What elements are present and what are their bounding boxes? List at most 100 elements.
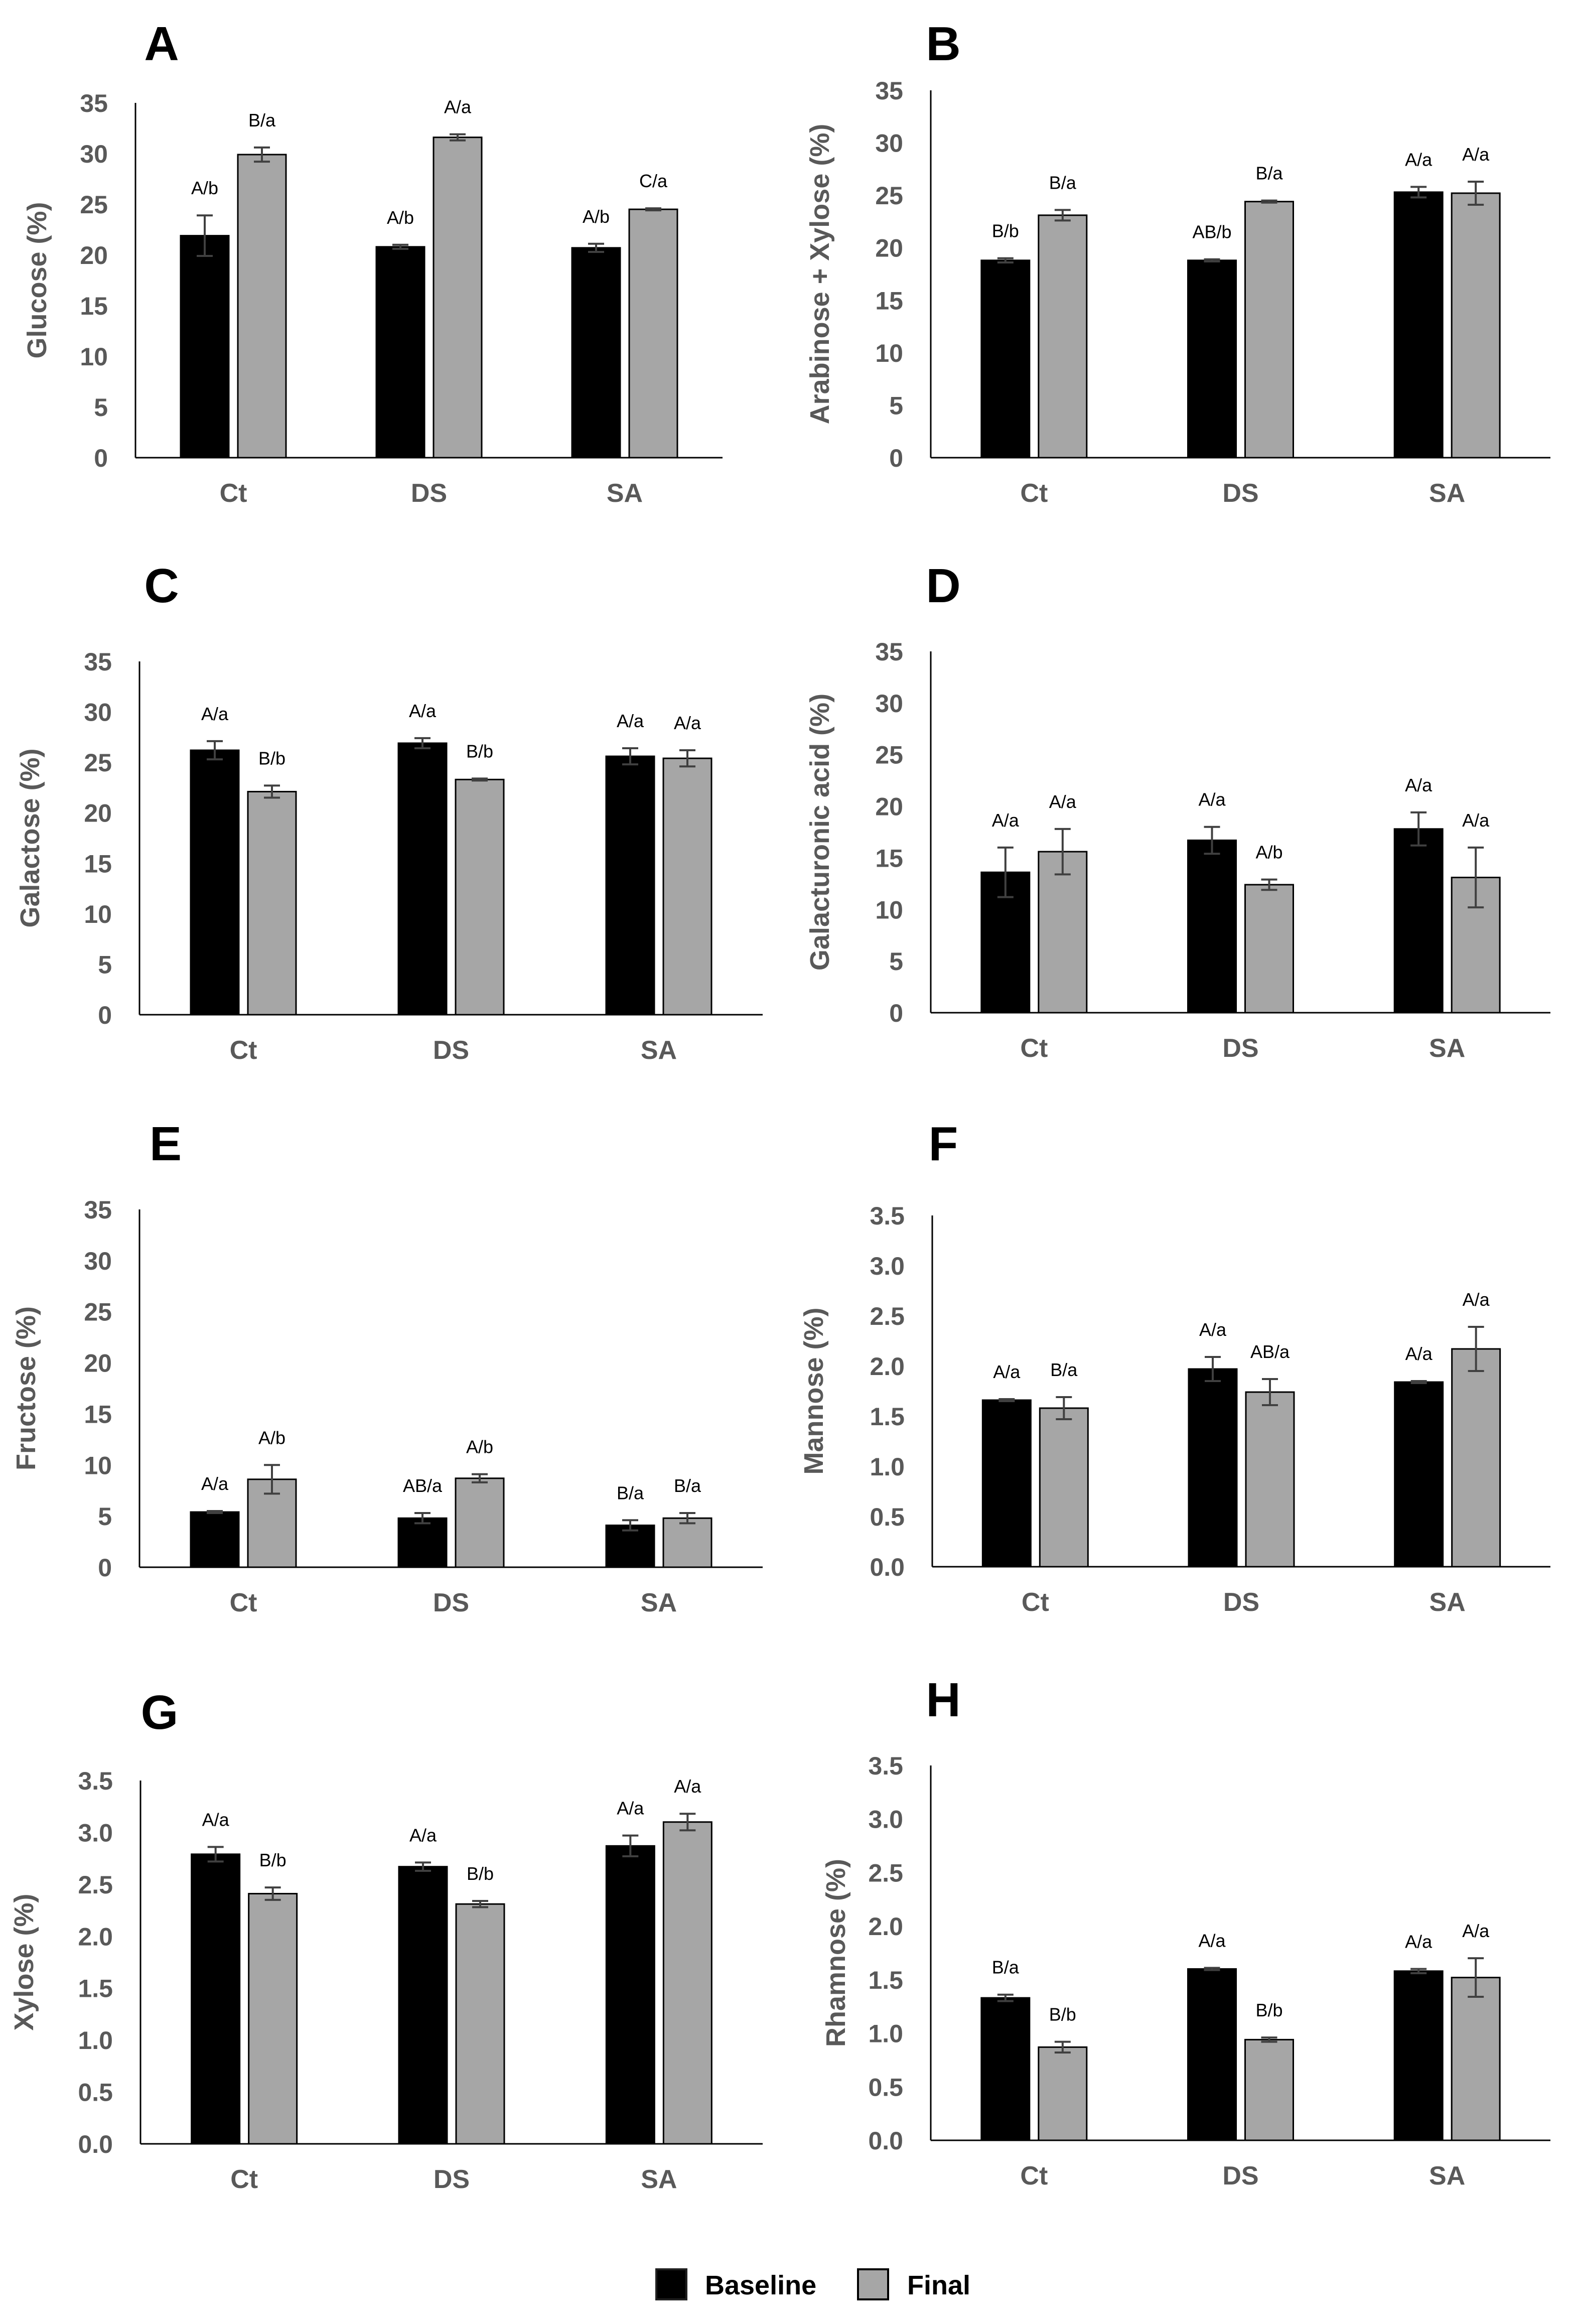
x-category-label: Ct xyxy=(1020,479,1048,508)
y-axis-title: Galactose (%) xyxy=(15,748,45,927)
significance-label: A/a xyxy=(992,810,1020,831)
y-tick-label: 0 xyxy=(94,444,108,472)
bar-final xyxy=(1451,192,1501,459)
x-category-label: SA xyxy=(1430,1588,1466,1617)
bar-baseline xyxy=(398,1866,448,2145)
significance-label: A/b xyxy=(466,1437,493,1457)
y-tick-label: 20 xyxy=(84,799,112,828)
chart-panel-h: H Rhamnose (%) 0.0 0.5 1.0 1.5 2.0 2.5 3.0 3.5 Ct B… xyxy=(821,1673,1550,2191)
x-category-label: DS xyxy=(1222,1034,1258,1063)
y-tick-label: 2.5 xyxy=(868,1859,903,1887)
y-tick-label: 5 xyxy=(889,391,903,420)
y-axis-title: Mannose (%) xyxy=(799,1307,829,1474)
bar-baseline xyxy=(980,1997,1031,2141)
bar-baseline xyxy=(981,1399,1032,1568)
chart-panel-b: B Arabinose + Xylose (%) 0 5 10 15 20 25 30 35 Ct B… xyxy=(805,17,1550,508)
bar-final xyxy=(248,1892,298,2145)
y-tick-label: 30 xyxy=(84,699,112,727)
chart-panel-e: E Fructose (%) 0 5 10 15 20 25 30 35 Ct A/a A/b DS AB/… xyxy=(11,1117,763,1617)
y-tick-label: 35 xyxy=(84,648,112,676)
significance-label: B/a xyxy=(1255,163,1283,184)
y-tick-label: 2.5 xyxy=(78,1871,113,1899)
bar-final xyxy=(1038,2046,1088,2141)
y-tick-label: 25 xyxy=(875,182,903,210)
y-tick-label: 30 xyxy=(84,1247,112,1275)
significance-label: A/a xyxy=(201,1473,229,1494)
y-tick-label: 10 xyxy=(84,1451,112,1479)
bar-baseline xyxy=(190,1511,240,1568)
x-category-label: Ct xyxy=(1020,2161,1048,2191)
chart-panel-c: C Galactose (%) 0 5 10 15 20 25 30 35 Ct A/a B/b DS A/… xyxy=(15,559,763,1065)
bar-final xyxy=(662,1517,712,1568)
y-axis-title: Glucose (%) xyxy=(22,202,52,358)
significance-label: A/a xyxy=(1198,789,1226,810)
significance-label: B/a xyxy=(1049,172,1077,193)
chart-panel-f: F Mannose (%) 0.0 0.5 1.0 1.5 2.0 2.5 3.0 3.5 Ct A/… xyxy=(799,1117,1550,1617)
y-tick-label: 5 xyxy=(889,947,903,976)
y-tick-label: 0.0 xyxy=(870,1553,905,1581)
x-category-label: SA xyxy=(1429,1034,1465,1063)
y-tick-label: 30 xyxy=(80,140,108,168)
y-tick-label: 2.5 xyxy=(870,1302,905,1330)
x-category-label: DS xyxy=(433,1588,469,1617)
significance-label: B/b xyxy=(992,221,1019,241)
x-category-label: Ct xyxy=(230,1036,257,1065)
x-category-label: SA xyxy=(641,1036,677,1065)
significance-label: A/b xyxy=(387,207,414,228)
y-axis-title: Galacturonic acid (%) xyxy=(805,694,835,971)
significance-label: A/a xyxy=(409,1825,437,1845)
bar-final xyxy=(455,1903,505,2145)
y-tick-label: 2.0 xyxy=(870,1352,905,1381)
significance-label: A/a xyxy=(1405,1343,1433,1364)
bar-baseline xyxy=(605,755,655,1016)
y-tick-label: 3.0 xyxy=(78,1819,113,1847)
y-tick-label: 35 xyxy=(84,1196,112,1224)
bar-baseline xyxy=(375,246,425,459)
x-category-label: Ct xyxy=(230,2165,258,2194)
significance-label: A/a xyxy=(1405,1932,1433,1952)
y-tick-label: 0 xyxy=(889,444,903,472)
y-tick-label: 0.0 xyxy=(78,2130,113,2158)
panel-letter: H xyxy=(926,1673,960,1727)
bar-final xyxy=(628,208,678,459)
x-category-label: Ct xyxy=(1020,1034,1048,1063)
bar-baseline xyxy=(180,235,230,459)
bar-baseline xyxy=(1393,1970,1444,2141)
y-tick-label: 20 xyxy=(84,1349,112,1378)
panel-letter: E xyxy=(150,1117,182,1171)
x-category-label: DS xyxy=(1223,1588,1259,1617)
y-tick-label: 25 xyxy=(80,191,108,219)
bar-final xyxy=(455,778,505,1016)
significance-label: B/a xyxy=(248,110,276,130)
y-tick-label: 15 xyxy=(84,850,112,878)
significance-label: A/a xyxy=(617,711,644,731)
legend-label-baseline: Baseline xyxy=(705,2270,816,2300)
bar-final xyxy=(237,154,287,459)
x-category-label: DS xyxy=(1222,479,1258,508)
y-tick-label: 5 xyxy=(94,393,108,422)
x-category-label: DS xyxy=(433,1036,469,1065)
significance-label: A/a xyxy=(674,713,701,733)
bar-final xyxy=(1244,201,1294,459)
x-category-label: SA xyxy=(1429,2161,1465,2191)
y-tick-label: 30 xyxy=(875,129,903,158)
y-tick-label: 30 xyxy=(875,690,903,718)
y-tick-label: 10 xyxy=(875,339,903,367)
chart-panel-d: D Galacturonic acid (%) 0 5 10 15 20 25 30 35 Ct A/… xyxy=(805,559,1550,1063)
y-tick-label: 3.0 xyxy=(870,1252,905,1280)
significance-label: A/a xyxy=(201,704,229,724)
y-tick-label: 15 xyxy=(80,292,108,320)
y-tick-label: 10 xyxy=(84,900,112,928)
y-tick-label: 35 xyxy=(875,77,903,105)
y-tick-label: 5 xyxy=(98,950,112,979)
y-tick-label: 0 xyxy=(98,1554,112,1582)
bar-baseline xyxy=(1188,1368,1238,1568)
y-tick-label: 25 xyxy=(84,749,112,777)
y-tick-label: 1.5 xyxy=(78,1975,113,2003)
y-tick-label: 20 xyxy=(875,234,903,262)
significance-label: A/a xyxy=(1462,1921,1490,1941)
x-category-label: SA xyxy=(641,1588,677,1617)
bar-final xyxy=(662,757,712,1016)
significance-label: A/b xyxy=(1255,842,1282,863)
y-tick-label: 20 xyxy=(875,793,903,821)
